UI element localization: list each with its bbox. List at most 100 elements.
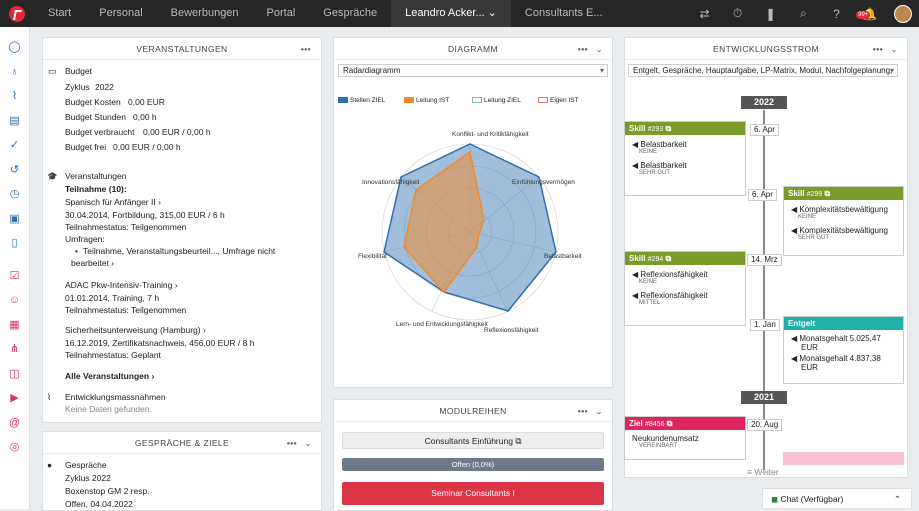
external-link-icon[interactable]: ⧉ [824, 189, 831, 198]
clock-icon[interactable]: ◷ [9, 188, 20, 200]
logo-icon [9, 5, 25, 22]
more-icon[interactable]: ••• [286, 438, 297, 448]
card-type: Ziel [629, 419, 643, 428]
nav-bewerbungen[interactable]: Bewerbungen [170, 7, 239, 19]
timeline-card-skill-299[interactable]: Skill #299 ⧉ ◀ Komplexitätsbewältigung K… [783, 186, 904, 256]
arrow-left-icon: ◀ [632, 140, 639, 149]
external-link-icon[interactable]: ⧉ [665, 254, 672, 263]
timeline-card-skill-293[interactable]: Skill #293 ⧉ ◀ Belastbarkeit KEINE ◀ Bel… [624, 121, 746, 196]
card-type: Skill [629, 254, 646, 263]
event-1-survey-2[interactable]: bearbeitet › [71, 258, 115, 268]
event-3-title[interactable]: Sicherheitsunterweisung (Hamburg) › [65, 325, 206, 335]
veranstaltungen-label: Veranstaltungen [65, 171, 127, 181]
more-icon[interactable]: ••• [300, 44, 311, 54]
legend-item-eigen-ist[interactable]: Eigen IST [538, 97, 579, 104]
axis-label-lern: Lern- und Entwicklungsfähigkeit [396, 321, 488, 328]
bullet-icon: • [75, 246, 78, 256]
pdf-icon[interactable]: ▯ [11, 237, 18, 249]
award-icon[interactable]: ♁ [10, 65, 19, 78]
verbraucht-label: Budget verbraucht [65, 127, 135, 137]
event-2-status: Teilnahmestatus: Teilgenommen [65, 305, 187, 315]
nav-start[interactable]: Start [48, 7, 72, 19]
consultants-einfuehrung-button[interactable]: Consultants Einführung ⧉ [342, 432, 604, 449]
search-icon[interactable]: ⌕ [800, 6, 807, 20]
more-icon[interactable]: ••• [872, 44, 883, 54]
event-1-title-text: Spanisch für Anfänger II [65, 197, 156, 207]
skill-name: Komplexitätsbewältigung [799, 226, 888, 235]
chevron-up-icon: ⌃ [893, 494, 901, 504]
collapse-icon[interactable]: ⌄ [304, 438, 312, 448]
app-logo[interactable] [0, 0, 34, 27]
kosten-value: 0,00 EUR [128, 97, 165, 107]
user-check-icon[interactable]: ✓ [9, 139, 20, 151]
collapse-icon[interactable]: ⌄ [595, 44, 603, 54]
nav-gespraeche[interactable]: Gespräche [323, 7, 378, 19]
event-1-umfragen: Umfragen: [65, 234, 105, 244]
user-avatar[interactable] [886, 4, 919, 23]
legend-label: Leitung IST [416, 97, 450, 104]
help-icon[interactable]: ? [833, 6, 840, 21]
at-icon[interactable]: ◎ [9, 441, 20, 453]
chart-legend: Stellen ZIEL Leitung IST Leitung ZIEL Ei… [338, 97, 608, 107]
nav-consultants[interactable]: Consultants E... [524, 7, 603, 19]
nav-active-person[interactable]: Leandro Acker... ⌄ [391, 0, 511, 27]
axis-label-konflikt: Konflikt- und Kritikfähigkeit [452, 131, 529, 138]
event-2-title[interactable]: ADAC Pkw-Intensiv-Training › [65, 280, 178, 290]
event-1-title[interactable]: Spanisch für Anfänger II › [65, 197, 161, 207]
more-link[interactable]: ≡ Weiter [747, 467, 779, 477]
all-events-link[interactable]: Alle Veranstaltungen › [65, 371, 155, 381]
timeline-card-skill-294[interactable]: Skill #294 ⧉ ◀ Reflexionsfähigkeit KEINE… [624, 251, 746, 326]
collapse-icon[interactable]: ⌄ [595, 406, 603, 416]
chat-icon[interactable]: ◫ [9, 367, 20, 380]
legend-label: Stellen ZIEL [350, 97, 386, 104]
legend-item-leitung-ziel[interactable]: Leitung ZIEL [472, 97, 521, 104]
external-link-icon[interactable]: ⧉ [665, 124, 672, 133]
timeline-card-ziel-8456[interactable]: Ziel #8456 ⧉ Neukundenumsatz VEREINBART [624, 416, 746, 460]
legend-item-leitung-ist[interactable]: Leitung IST [404, 97, 449, 104]
chat-label: Chat (Verfügbar) [780, 494, 844, 504]
more-icon[interactable]: ••• [577, 406, 588, 416]
history-icon[interactable]: ↺ [9, 163, 20, 176]
panel-title: VERANSTALTUNGEN [136, 44, 228, 54]
skill-level: KEINE [798, 214, 817, 220]
external-link-icon[interactable]: ⧉ [666, 419, 673, 428]
date-label: 6. Apr [750, 124, 779, 136]
email-icon[interactable]: @ [8, 416, 21, 429]
bookmark-icon[interactable]: ❚ [765, 6, 776, 21]
stream-filter-select[interactable]: Entgelt, Gespräche, Hauptaufgabe, LP-Mat… [628, 64, 898, 77]
chart-type-select[interactable]: Radardiagramm [338, 64, 608, 77]
event-3-title-text: Sicherheitsunterweisung (Hamburg) [65, 325, 201, 335]
person-icon[interactable]: ◯ [8, 41, 21, 53]
org-chart-icon[interactable]: ⋔ [9, 343, 20, 355]
gespraeche-name[interactable]: Boxenstop GM 2 resp. [65, 486, 150, 496]
nav-personal[interactable]: Personal [99, 7, 143, 19]
trend-icon: ⌇ [47, 392, 52, 402]
legend-item-stellen-ziel[interactable]: Stellen ZIEL [338, 97, 385, 104]
collapse-icon[interactable]: ⌄ [890, 44, 898, 54]
timeline-card-entgelt[interactable]: Entgelt ◀ Monatsgehalt 5.025,47 EUR ◀ Mo… [783, 316, 904, 384]
more-icon[interactable]: ••• [577, 44, 588, 54]
button-label: Consultants Einführung [424, 436, 513, 446]
seminar-consultants-button[interactable]: Seminar Consultants I [342, 482, 604, 505]
arrow-left-icon: ◀ [791, 354, 798, 363]
event-2-date: 01.01.2014, Training, 7 h [65, 293, 160, 303]
chart-icon[interactable]: ⌇ [11, 90, 18, 102]
goal-status: VEREINBART [639, 443, 678, 449]
cards-icon[interactable]: ▤ [9, 114, 20, 127]
arrow-left-icon: ◀ [791, 226, 798, 235]
panel-gespraeche-ziele: GESPRÄCHE & ZIELE ••• ⌄ [42, 431, 322, 511]
year-marker-2022: 2022 [741, 96, 787, 109]
salary-old-unit: EUR [801, 363, 818, 372]
calendar-icon[interactable]: ▦ [9, 318, 20, 331]
nav-portal[interactable]: Portal [266, 7, 296, 19]
video-icon[interactable]: ▶ [10, 392, 19, 404]
briefcase-icon[interactable]: ▣ [9, 212, 20, 225]
checklist-icon[interactable]: ☑ [9, 269, 20, 282]
arrow-left-icon: ◀ [791, 334, 798, 343]
chat-bubble-icon: ◼ [771, 494, 779, 504]
switch-icon[interactable]: ⇄ [699, 6, 710, 21]
team-icon[interactable]: ☺ [8, 294, 21, 306]
timer-icon[interactable]: ⏱ [732, 6, 743, 20]
chat-widget[interactable]: ◼ Chat (Verfügbar) ⌃ [762, 488, 912, 509]
event-1-survey[interactable]: Teilnahme, Veranstaltungsbeurteil..., Um… [83, 246, 276, 256]
